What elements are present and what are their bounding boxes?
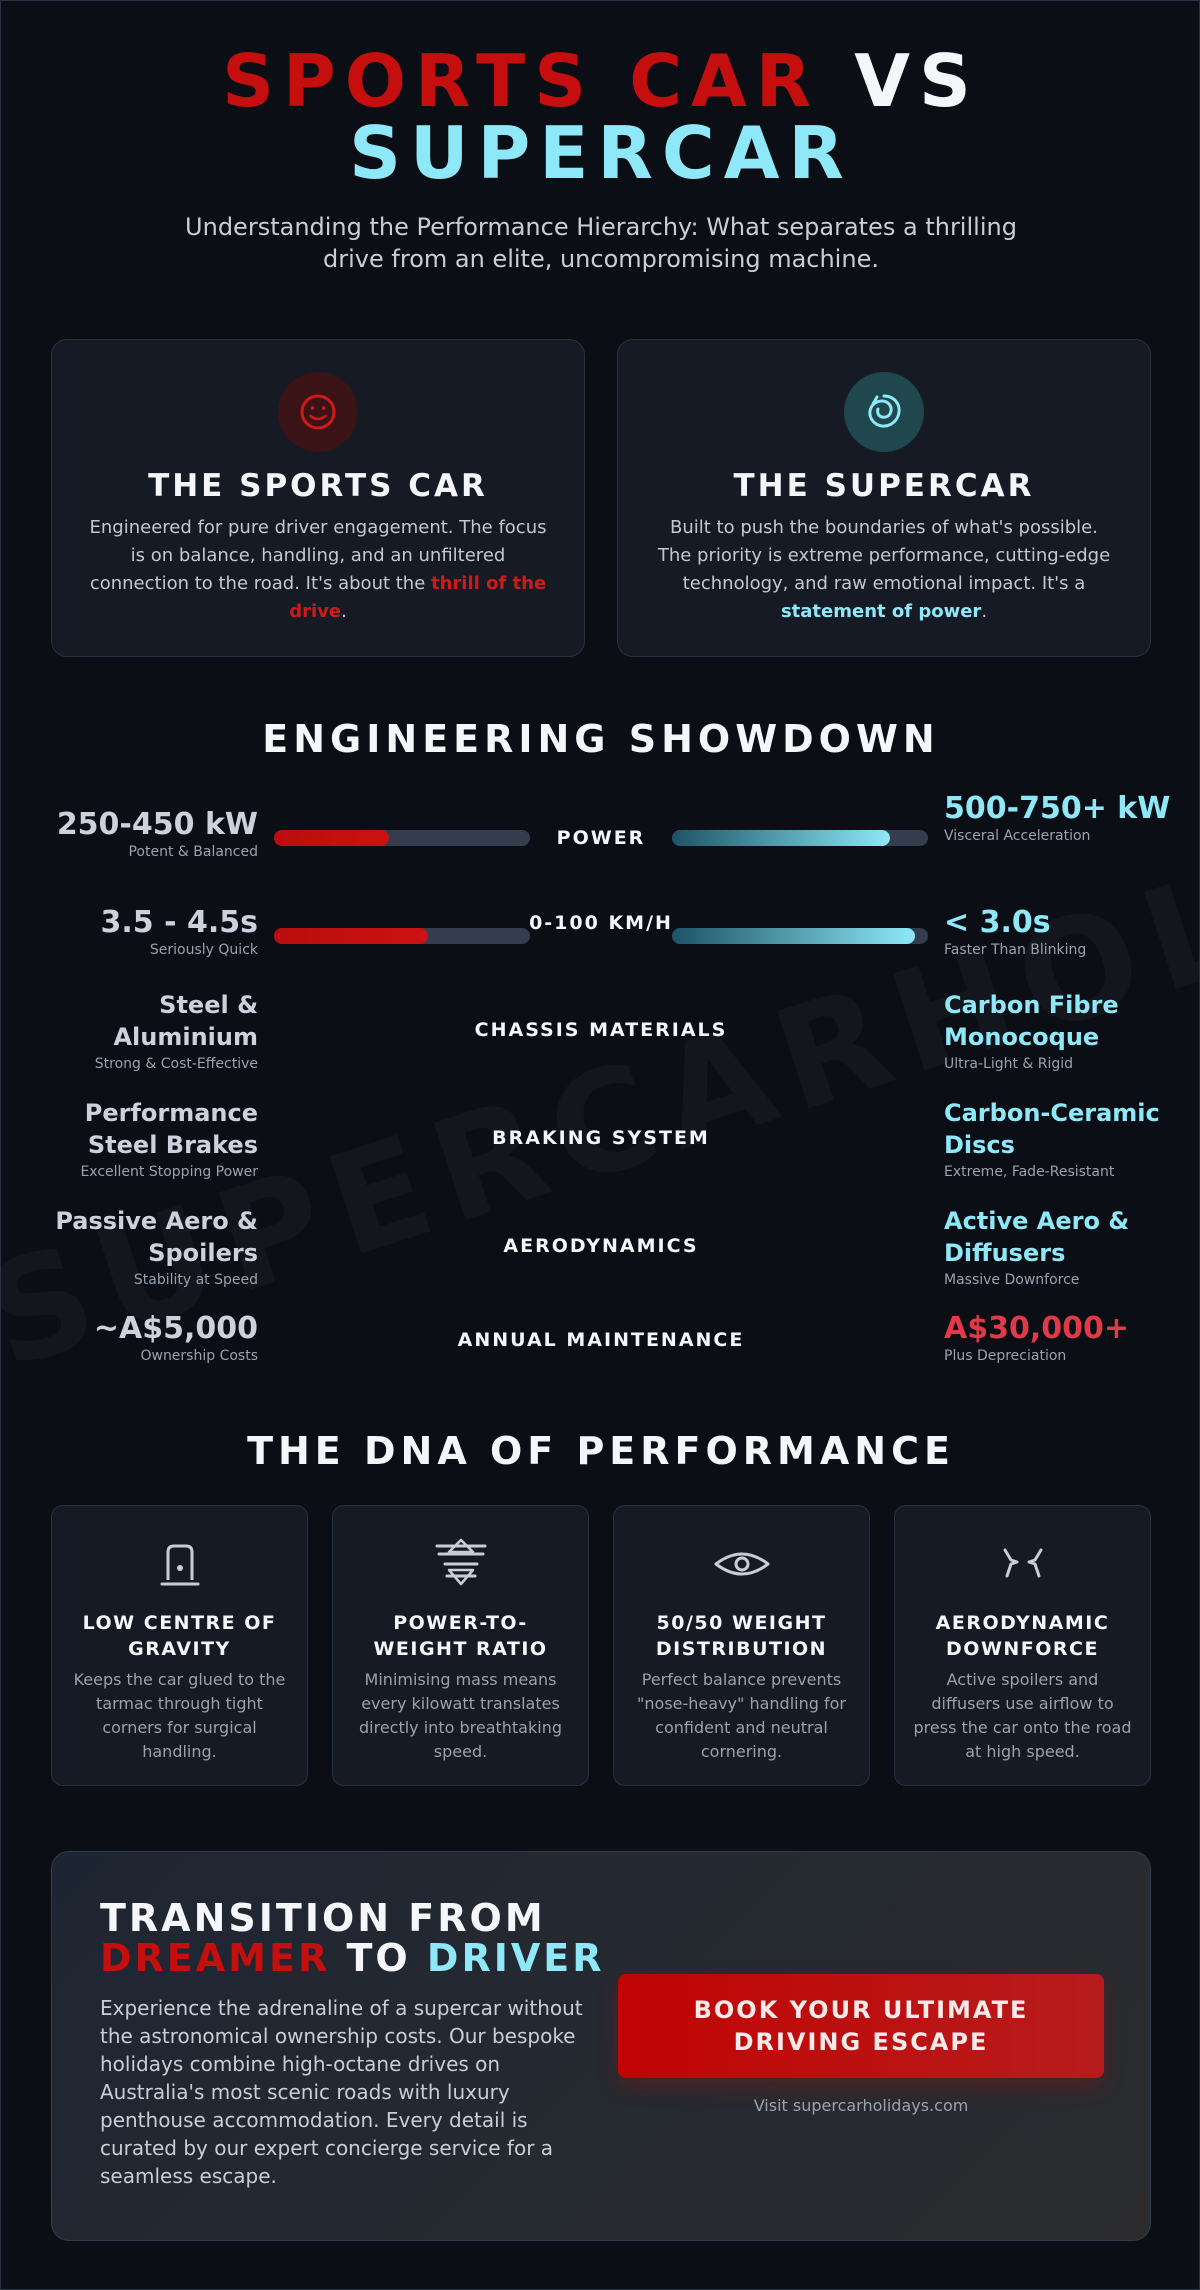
sports-car-highlight: thrill of the drive [289,573,547,622]
supercar-description: Built to push the boundaries of what's p… [657,517,1111,622]
dna-card-description: Minimising mass means every kilowatt tra… [358,1670,562,1761]
low-centre-gravity-icon [152,1536,208,1592]
title-sports-car: SPORTS CAR [222,39,821,123]
cta-title-dreamer: DREAMER [100,1936,331,1980]
website-link[interactable]: Visit supercarholidays.com [753,2096,969,2115]
sports-value: ~A$5,000 Ownership Costs [93,1311,258,1365]
metric-label: AERODYNAMICS [503,1235,699,1257]
showdown-title: ENGINEERING SHOWDOWN [262,717,940,761]
metric-label: BRAKING SYSTEM [492,1127,710,1149]
cta-section: TRANSITION FROM DREAMER TO DRIVER Experi… [51,1851,1151,2241]
supercar-value: A$30,000+ Plus Depreciation [944,1311,1129,1365]
cta-title-driver: DRIVER [426,1936,605,1980]
supercar-title: THE SUPERCAR [733,468,1035,504]
sports-value: Passive Aero & Spoilers Stability at Spe… [55,1207,258,1288]
title-supercar: SUPERCAR [349,111,853,195]
dna-card-title: 50/50 WEIGHT DISTRIBUTION [655,1612,828,1660]
downforce-icon [995,1536,1051,1592]
supercar-value: Active Aero & Diffusers Massive Downforc… [944,1207,1130,1288]
supercar-value: Carbon-Ceramic Discs Extreme, Fade-Resis… [944,1099,1160,1180]
supercar-value: Carbon Fibre Monocoque Ultra-Light & Rig… [944,991,1119,1072]
supercar-card: THE SUPERCAR Built to push the boundarie… [617,339,1151,657]
sports-car-title: THE SPORTS CAR [148,468,488,504]
sports-power-bar [274,830,530,846]
dna-card-weight-distribution: 50/50 WEIGHT DISTRIBUTION Perfect balanc… [613,1505,870,1786]
cta-description: Experience the adrenaline of a supercar … [100,1996,583,2188]
sports-acceleration-bar [274,928,530,944]
dna-card-description: Active spoilers and diffusers use airflo… [913,1670,1132,1761]
dna-card-downforce: AERODYNAMIC DOWNFORCE Active spoilers an… [894,1505,1151,1786]
dna-card-title: POWER-TO-WEIGHT RATIO [373,1612,548,1660]
dna-card-title: AERODYNAMIC DOWNFORCE [935,1612,1110,1660]
metric-label: 0-100 KM/H [529,912,673,934]
header: SPORTS CAR VS SUPERCAR Understanding the… [1,45,1199,275]
page-title: SPORTS CAR VS SUPERCAR [1,45,1199,189]
metric-label: ANNUAL MAINTENANCE [457,1329,745,1351]
supercar-power-bar [672,830,928,846]
supercar-acceleration-bar [672,928,928,944]
sports-value: Steel & Aluminium Strong & Cost-Effectiv… [94,991,258,1072]
weight-ratio-icon [433,1536,489,1592]
dna-card-power-weight: POWER-TO-WEIGHT RATIO Minimising mass me… [332,1505,589,1786]
dna-card-description: Keeps the car glued to the tarmac throug… [73,1670,286,1761]
sports-value: Performance Steel Brakes Excellent Stopp… [80,1099,258,1180]
cta-title: TRANSITION FROM DREAMER TO DRIVER [100,1896,605,1980]
dna-card-description: Perfect balance prevents "nose-heavy" ha… [637,1670,846,1761]
sports-car-card: THE SPORTS CAR Engineered for pure drive… [51,339,585,657]
sports-value: 250-450 kW Potent & Balanced [56,807,258,861]
supercar-value: 500-750+ kW Visceral Acceleration [944,791,1171,845]
metric-label: POWER [556,827,646,849]
supercar-value: < 3.0s Faster Than Blinking [944,905,1087,959]
page-subtitle: Understanding the Performance Hierarchy:… [185,213,1017,273]
metric-label: CHASSIS MATERIALS [474,1019,728,1041]
sports-car-description: Engineered for pure driver engagement. T… [89,517,547,622]
book-escape-button[interactable]: BOOK YOUR ULTIMATE DRIVING ESCAPE [618,1974,1104,2078]
dna-card-gravity: LOW CENTRE OF GRAVITY Keeps the car glue… [51,1505,308,1786]
dna-card-title: LOW CENTRE OF GRAVITY [82,1612,277,1660]
swirl-icon [844,372,924,452]
sports-value: 3.5 - 4.5s Seriously Quick [100,905,259,959]
smiley-face-icon [278,372,358,452]
title-vs: VS [854,39,980,123]
dna-title: THE DNA OF PERFORMANCE [247,1429,955,1473]
supercar-highlight: statement of power [780,601,982,622]
eye-icon [714,1536,770,1592]
